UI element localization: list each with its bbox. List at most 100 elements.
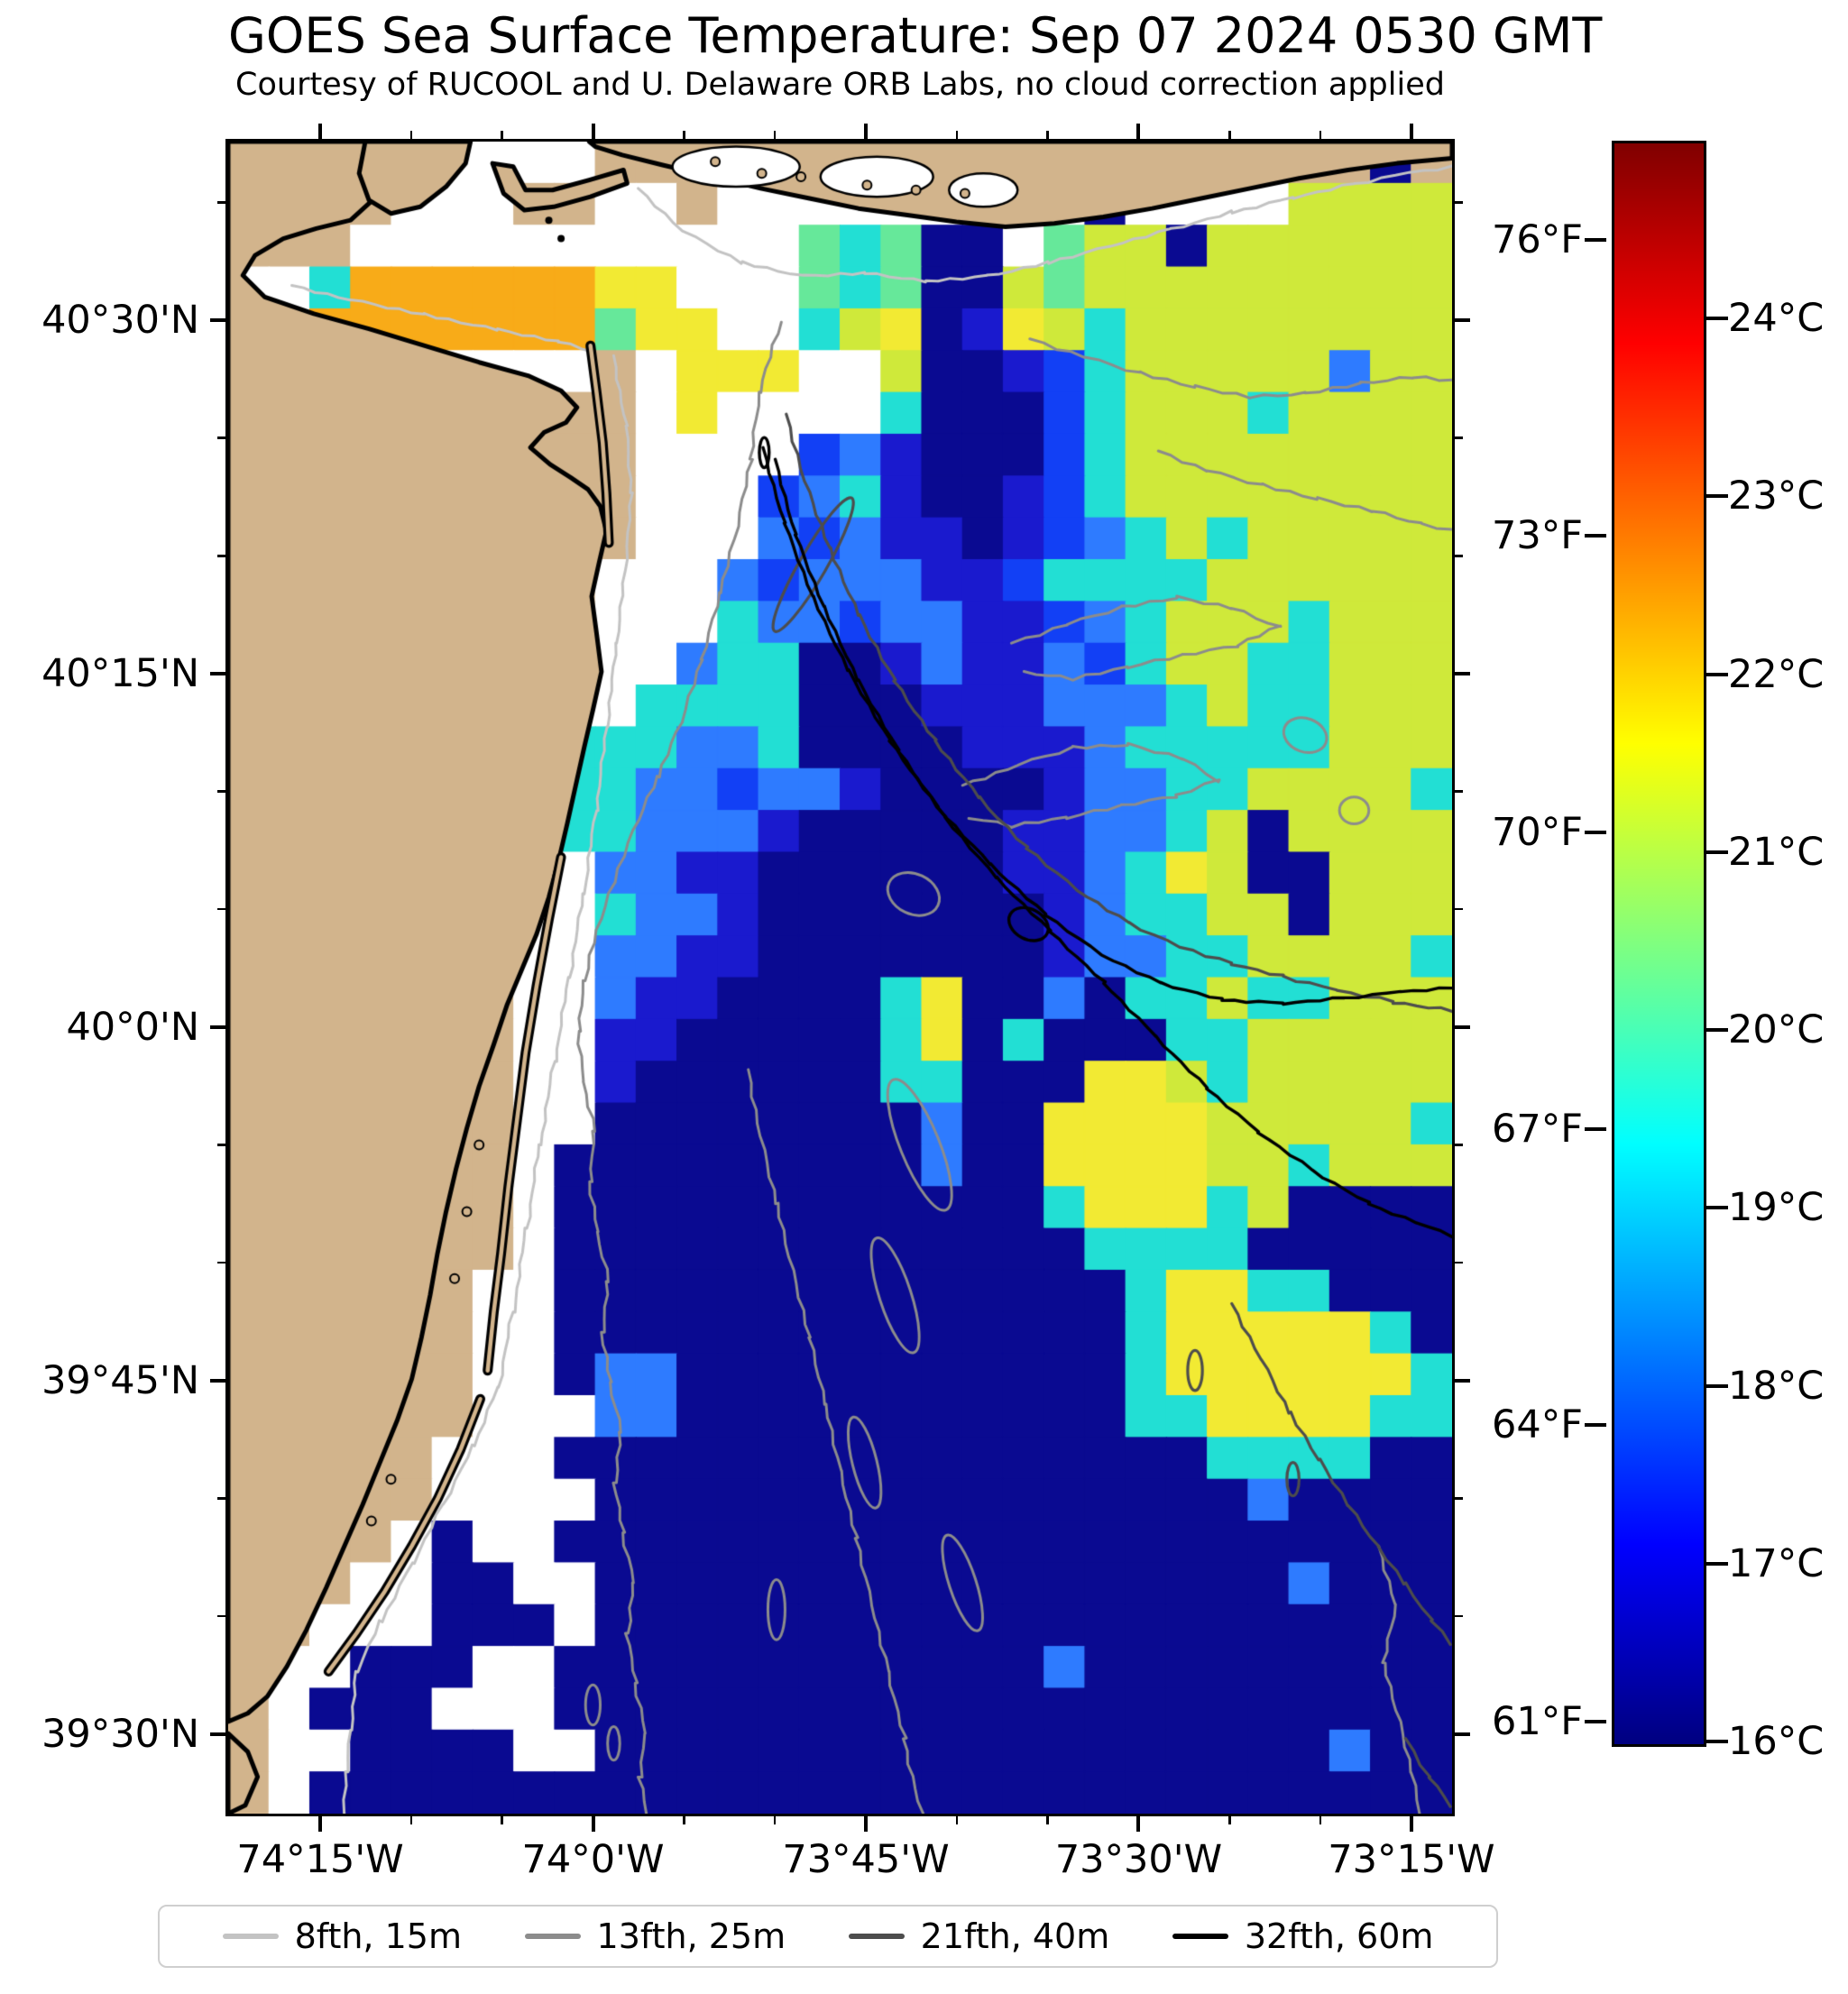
axis-tick-right bbox=[1455, 1261, 1463, 1264]
axis-tick-top bbox=[1136, 124, 1141, 139]
axis-tick-bottom bbox=[1136, 1816, 1141, 1832]
colorbar-label-f: 76°F bbox=[1492, 216, 1583, 262]
colorbar-tick-c bbox=[1706, 1740, 1728, 1743]
colorbar-tick-c bbox=[1706, 1206, 1728, 1210]
axis-tick-bottom bbox=[591, 1816, 595, 1832]
axis-tick-right bbox=[1455, 671, 1470, 675]
colorbar-label-c: 20°C bbox=[1728, 1007, 1825, 1053]
colorbar-label-f: 64°F bbox=[1492, 1402, 1583, 1448]
axis-tick-top bbox=[318, 124, 323, 139]
y-tick-label: 40°30'N bbox=[41, 298, 199, 343]
colorbar-label-c: 17°C bbox=[1728, 1540, 1825, 1586]
axis-tick-top bbox=[1046, 131, 1049, 139]
axis-tick-bottom bbox=[955, 1816, 959, 1824]
axis-tick-bottom bbox=[501, 1816, 503, 1824]
axis-tick-left bbox=[217, 1144, 225, 1146]
colorbar-label-c: 24°C bbox=[1728, 296, 1825, 342]
legend-entry-3: 21fth, 40m bbox=[848, 1916, 1110, 1956]
axis-tick-left bbox=[217, 790, 225, 793]
y-tick-label: 39°45'N bbox=[41, 1357, 199, 1403]
colorbar-label-c: 18°C bbox=[1728, 1363, 1825, 1409]
axis-tick-bottom bbox=[1409, 1816, 1413, 1832]
axis-tick-left bbox=[210, 318, 225, 322]
axis-tick-right bbox=[1455, 318, 1470, 322]
axis-tick-top bbox=[1228, 131, 1231, 139]
axis-tick-top bbox=[683, 131, 685, 139]
chart-subtitle: Courtesy of RUCOOL and U. Delaware ORB L… bbox=[235, 67, 1445, 103]
colorbar-label-c: 22°C bbox=[1728, 651, 1825, 697]
axis-tick-top bbox=[1319, 131, 1322, 139]
legend-label: 32fth, 60m bbox=[1244, 1916, 1434, 1956]
axis-tick-bottom bbox=[409, 1816, 413, 1824]
axis-tick-left bbox=[217, 1497, 225, 1500]
legend-line-sample bbox=[1172, 1934, 1228, 1939]
axis-tick-left bbox=[217, 1614, 225, 1618]
axis-tick-right bbox=[1455, 201, 1463, 204]
axis-tick-bottom bbox=[773, 1816, 777, 1824]
colorbar-label-c: 19°C bbox=[1728, 1185, 1825, 1231]
axis-tick-left bbox=[210, 671, 225, 675]
axis-tick-bottom bbox=[863, 1816, 868, 1832]
axis-tick-left bbox=[217, 436, 225, 439]
x-tick-label: 73°45'W bbox=[782, 1837, 950, 1882]
colorbar-label-f: 73°F bbox=[1492, 513, 1583, 559]
axis-tick-left bbox=[210, 1378, 225, 1383]
legend-line-sample bbox=[524, 1934, 581, 1939]
axis-tick-bottom bbox=[318, 1816, 323, 1832]
axis-tick-bottom bbox=[1228, 1816, 1231, 1824]
axis-tick-top bbox=[409, 131, 413, 139]
colorbar-tick-c bbox=[1706, 1028, 1728, 1033]
legend-entry-4: 32fth, 60m bbox=[1172, 1916, 1434, 1956]
axis-tick-right bbox=[1455, 1025, 1470, 1029]
colorbar-tick-f bbox=[1585, 1720, 1606, 1724]
axis-tick-top bbox=[863, 124, 868, 139]
axis-tick-right bbox=[1455, 555, 1463, 557]
axis-tick-left bbox=[210, 1732, 225, 1736]
depth-legend: 8fth, 15m 13fth, 25m 21fth, 40m 32fth, 60m bbox=[158, 1905, 1498, 1968]
legend-label: 8fth, 15m bbox=[294, 1916, 462, 1956]
x-tick-label: 73°30'W bbox=[1054, 1837, 1223, 1882]
colorbar-label-f: 70°F bbox=[1492, 809, 1583, 855]
x-tick-label: 74°0'W bbox=[521, 1837, 665, 1882]
colorbar-label-c: 21°C bbox=[1728, 829, 1825, 875]
axis-tick-bottom bbox=[1046, 1816, 1049, 1824]
axis-tick-left bbox=[210, 1025, 225, 1029]
colorbar-tick-c bbox=[1706, 494, 1728, 499]
chart-title: GOES Sea Surface Temperature: Sep 07 202… bbox=[228, 7, 1603, 64]
legend-line-sample bbox=[222, 1934, 279, 1939]
axis-tick-left bbox=[217, 555, 225, 557]
colorbar-tick-c bbox=[1706, 1561, 1728, 1566]
axis-tick-right bbox=[1455, 1144, 1463, 1146]
colorbar-tick-f bbox=[1585, 534, 1606, 538]
axis-tick-left bbox=[217, 201, 225, 204]
colorbar-tick-c bbox=[1706, 672, 1728, 676]
sst-map-canvas bbox=[228, 142, 1452, 1814]
colorbar-tick-c bbox=[1706, 317, 1728, 321]
colorbar-tick-f bbox=[1585, 1126, 1606, 1131]
legend-entry-1: 8fth, 15m bbox=[222, 1916, 462, 1956]
y-tick-label: 40°15'N bbox=[41, 650, 199, 696]
axis-tick-top bbox=[591, 124, 595, 139]
y-tick-label: 39°30'N bbox=[41, 1711, 199, 1757]
legend-label: 13fth, 25m bbox=[596, 1916, 786, 1956]
x-tick-label: 73°15'W bbox=[1328, 1837, 1495, 1882]
colorbar-tick-c bbox=[1706, 1383, 1728, 1388]
colorbar-label-c: 16°C bbox=[1728, 1719, 1825, 1764]
x-tick-label: 74°15'W bbox=[236, 1837, 404, 1882]
legend-line-sample bbox=[848, 1934, 905, 1939]
axis-tick-right bbox=[1455, 436, 1463, 439]
legend-label: 21fth, 40m bbox=[920, 1916, 1110, 1956]
axis-tick-left bbox=[217, 907, 225, 911]
axis-tick-top bbox=[955, 131, 959, 139]
colorbar bbox=[1612, 141, 1706, 1747]
axis-tick-right bbox=[1455, 1732, 1470, 1736]
colorbar-tick-f bbox=[1585, 237, 1606, 242]
axis-tick-bottom bbox=[1319, 1816, 1322, 1824]
axis-tick-right bbox=[1455, 1497, 1463, 1500]
axis-tick-bottom bbox=[683, 1816, 685, 1824]
axis-tick-left bbox=[217, 1261, 225, 1264]
axis-tick-top bbox=[773, 131, 777, 139]
colorbar-label-f: 61°F bbox=[1492, 1699, 1583, 1745]
y-tick-label: 40°0'N bbox=[66, 1004, 199, 1050]
